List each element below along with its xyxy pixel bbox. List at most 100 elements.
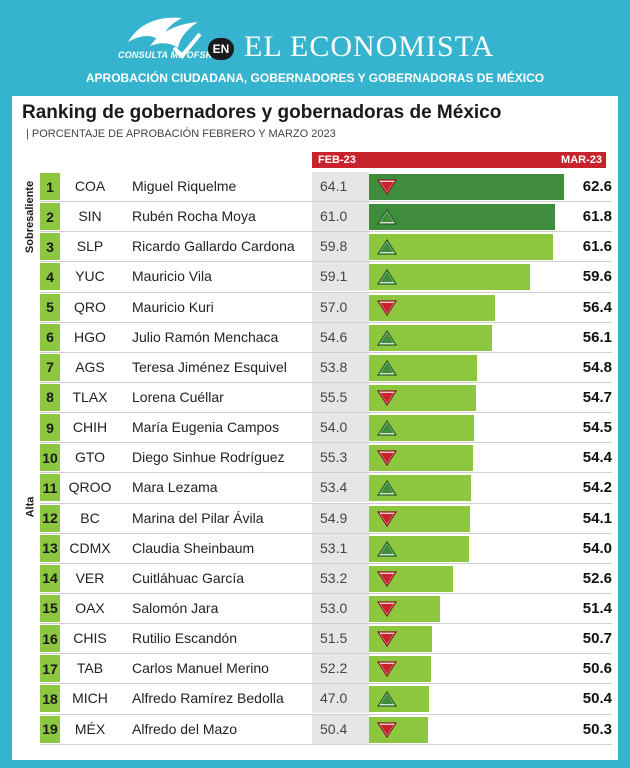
column-header-feb: FEB-23 <box>312 152 369 168</box>
trend-down-icon <box>377 450 397 467</box>
table-row: 14 VER Cuitláhuac García 53.2 52.6 <box>40 563 612 594</box>
rank-number: 9 <box>40 414 60 442</box>
table-row: 8 TLAX Lorena Cuéllar 55.5 54.7 <box>40 382 612 414</box>
mar-value: 61.8 <box>582 208 612 226</box>
mar-value: 50.7 <box>582 630 612 648</box>
feb-value: 53.2 <box>312 563 369 593</box>
feb-value: 53.4 <box>312 473 369 503</box>
rank-number: 15 <box>40 594 60 622</box>
rank-number: 5 <box>40 293 60 321</box>
rank-number: 7 <box>40 353 60 381</box>
feb-value: 57.0 <box>312 292 369 322</box>
feb-value: 53.1 <box>312 533 369 563</box>
governor-name: Alfredo del Mazo <box>132 720 238 737</box>
governor-name: Rubén Rocha Moya <box>132 208 256 225</box>
mar-bar <box>369 264 530 291</box>
governor-name: Lorena Cuéllar <box>132 388 224 405</box>
state-code: GTO <box>74 449 106 466</box>
table-row: 3 SLP Ricardo Gallardo Cardona 59.8 61.6 <box>40 232 612 263</box>
category-strip: Sobresaliente Alta <box>20 172 40 752</box>
feb-value: 55.5 <box>312 382 369 412</box>
table-row: 19 MÉX Alfredo del Mazo 50.4 50.3 <box>40 714 612 745</box>
category-label-sobresaliente: Sobresaliente <box>24 180 37 254</box>
rank-number: 2 <box>40 203 60 231</box>
table-row: 6 HGO Julio Ramón Menchaca 54.6 56.1 <box>40 322 612 353</box>
mar-value: 54.5 <box>582 419 612 437</box>
rank-number: 16 <box>40 625 60 653</box>
mar-value: 51.4 <box>582 599 612 617</box>
mar-bar <box>369 626 432 653</box>
mar-bar <box>369 174 564 200</box>
state-code: SLP <box>76 238 104 255</box>
state-code: BC <box>80 509 100 526</box>
table-row: 15 OAX Salomón Jara 53.0 51.4 <box>40 593 612 625</box>
rank-number: 6 <box>40 323 60 351</box>
trend-down-icon <box>377 601 397 617</box>
feb-value: 54.6 <box>312 322 369 352</box>
rank-number: 1 <box>40 173 60 200</box>
feb-value: 54.9 <box>312 503 369 533</box>
chart-note: | PORCENTAJE DE APROBACIÓN FEBRERO Y MAR… <box>26 128 336 140</box>
table-row: 16 CHIS Rutilio Escandón 51.5 50.7 <box>40 624 612 655</box>
feb-value: 53.0 <box>312 593 369 623</box>
mar-value: 56.1 <box>582 328 612 346</box>
table-row: 2 SIN Rubén Rocha Moya 61.0 61.8 <box>40 202 612 233</box>
rank-number: 3 <box>40 233 60 261</box>
mar-value: 54.0 <box>582 539 612 557</box>
trend-down-icon <box>377 571 397 587</box>
column-header-mar: MAR-23 <box>369 152 606 168</box>
feb-value: 47.0 <box>312 684 369 714</box>
state-code: TAB <box>76 660 104 677</box>
governor-name: Mauricio Kuri <box>132 298 214 315</box>
mar-value: 54.1 <box>582 509 612 527</box>
feb-value: 55.3 <box>312 443 369 473</box>
governor-name: Miguel Riquelme <box>132 178 237 194</box>
state-code: OAX <box>75 599 105 616</box>
state-code: QROO <box>68 479 112 496</box>
rank-number: 8 <box>40 383 60 411</box>
table-row: 17 TAB Carlos Manuel Merino 52.2 50.6 <box>40 654 612 685</box>
table-row: 12 BC Marina del Pilar Ávila 54.9 54.1 <box>40 503 612 534</box>
mar-bar <box>369 234 553 261</box>
mar-value: 59.6 <box>582 268 612 286</box>
trend-up-icon <box>377 329 397 346</box>
rank-number: 11 <box>40 474 60 502</box>
state-code: TLAX <box>72 388 108 405</box>
feb-value: 53.8 <box>312 352 369 382</box>
rank-number: 17 <box>40 655 60 683</box>
trend-up-icon <box>377 540 397 557</box>
trend-down-icon <box>377 631 397 648</box>
rank-number: 12 <box>40 504 60 532</box>
state-code: AGS <box>75 358 105 375</box>
rank-number: 18 <box>40 685 60 713</box>
trend-up-icon <box>377 359 397 376</box>
governor-name: Diego Sinhue Rodríguez <box>132 449 285 466</box>
chart-title: Ranking de gobernadores y gobernadoras d… <box>22 102 502 123</box>
state-code: SIN <box>78 208 102 225</box>
state-code: COA <box>74 178 106 194</box>
trend-down-icon <box>377 661 397 678</box>
table-row: 9 CHIH María Eugenia Campos 54.0 54.5 <box>40 413 612 444</box>
state-code: MÉX <box>74 720 106 737</box>
mar-bar <box>369 686 429 713</box>
mar-value: 50.6 <box>582 660 612 678</box>
governor-name: Claudia Sheinbaum <box>132 539 255 556</box>
governor-name: Rutilio Escandón <box>132 630 238 647</box>
feb-value: 50.4 <box>312 714 369 744</box>
header: CONSULTA MITOFSKY EN EL ECONOMISTA APROB… <box>0 0 630 95</box>
mar-value: 54.8 <box>582 358 612 376</box>
trend-up-icon <box>377 269 397 286</box>
trend-up-icon <box>377 239 397 255</box>
ranking-rows: 1 COA Miguel Riquelme 64.1 62.6 2 SIN Rubén Roc… <box>40 172 612 745</box>
trend-down-icon <box>377 179 397 195</box>
governor-name: Teresa Jiménez Esquivel <box>132 358 287 375</box>
state-code: CDMX <box>69 539 111 556</box>
logo-text: CONSULTA MITOFSKY <box>118 50 219 60</box>
table-row: 7 AGS Teresa Jiménez Esquivel 53.8 54.8 <box>40 352 612 383</box>
mar-value: 56.4 <box>582 298 612 316</box>
governor-name: Marina del Pilar Ávila <box>132 509 264 526</box>
mar-bar <box>369 595 440 622</box>
mitofsky-logo-icon <box>128 17 202 59</box>
brand-title: EL ECONOMISTA <box>244 30 495 63</box>
governor-name: Mauricio Vila <box>132 268 212 285</box>
